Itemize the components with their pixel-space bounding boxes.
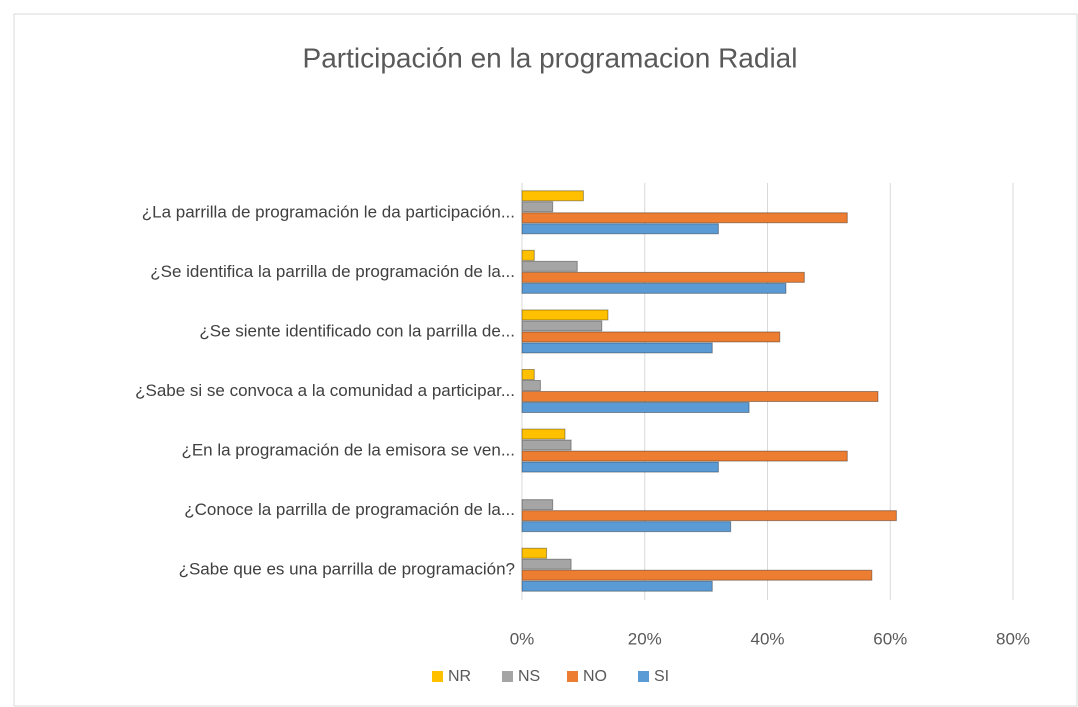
x-tick-label: 20% (628, 629, 662, 648)
bar (521, 439, 572, 451)
legend-swatch (502, 671, 513, 682)
bar (521, 309, 609, 321)
category-label: ¿Sabe que es una parrilla de programació… (179, 560, 515, 579)
bar (521, 282, 787, 294)
bar (521, 521, 732, 533)
category-label: ¿En la programación de la emisora se ven… (181, 441, 515, 460)
bar (521, 391, 879, 402)
category-label: ¿La parrilla de programación le da parti… (142, 202, 515, 221)
x-tick-label: 0% (510, 629, 535, 648)
bar (521, 580, 713, 592)
bar (521, 450, 848, 462)
bar (521, 428, 566, 440)
legend-label: NO (583, 668, 607, 685)
legend-swatch (567, 671, 578, 682)
legend-label: NS (518, 668, 540, 685)
bar (521, 271, 805, 283)
legend-label: SI (654, 668, 669, 685)
chart-title: Participación en la programacion Radial (303, 42, 798, 73)
bar (521, 569, 873, 581)
bar (521, 510, 897, 522)
bar (521, 212, 848, 224)
bar (521, 369, 535, 380)
bar (521, 320, 603, 332)
category-label: ¿Se siente identificado con la parrilla … (199, 321, 515, 340)
category-label: ¿Se identifica la parrilla de programaci… (150, 262, 515, 281)
bar (521, 190, 584, 202)
category-label: ¿Conoce la parrilla de programación de l… (184, 500, 515, 519)
bar (521, 402, 750, 413)
bar (521, 342, 713, 354)
legend-swatch (432, 671, 443, 682)
category-label: ¿Sabe si se convoca a la comunidad a par… (135, 381, 515, 400)
bar (521, 558, 572, 570)
chart-frame (13, 13, 1078, 707)
bar (521, 380, 541, 391)
x-tick-label: 80% (996, 629, 1030, 648)
bar (521, 331, 781, 343)
bar (521, 547, 548, 559)
x-tick-label: 40% (750, 629, 784, 648)
legend-label: NR (448, 668, 471, 685)
bar (521, 461, 719, 473)
bar (521, 260, 578, 272)
bar (521, 249, 535, 261)
bar (521, 201, 554, 213)
bar (521, 499, 554, 511)
legend-swatch (638, 671, 649, 682)
bar (521, 223, 719, 235)
x-tick-label: 60% (873, 629, 907, 648)
